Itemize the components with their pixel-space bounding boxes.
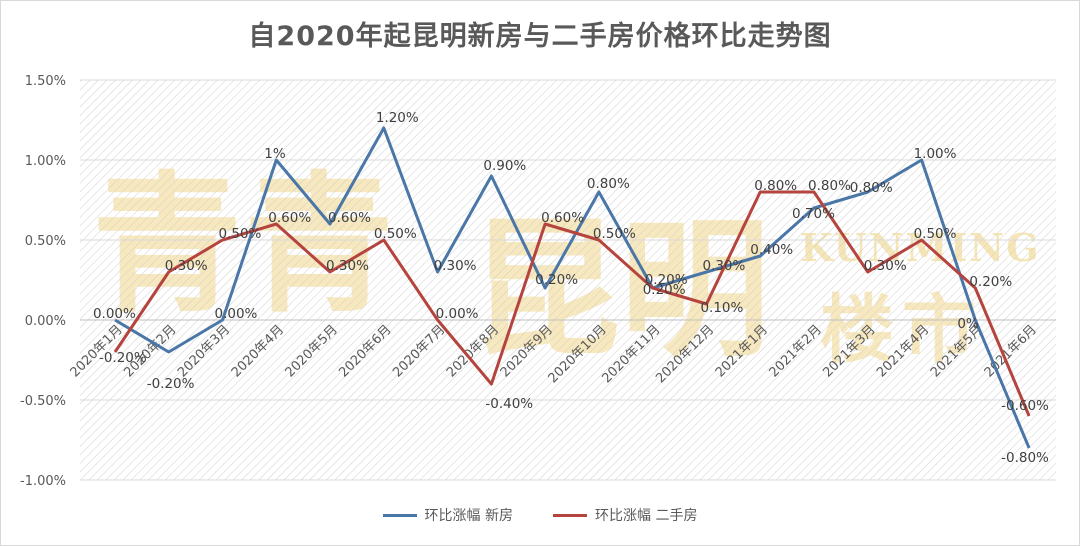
legend-item-new-house[interactable]: 环比涨幅 新房 — [382, 505, 513, 525]
legend-swatch-new-house — [382, 513, 417, 517]
data-label: 0.30% — [434, 258, 477, 274]
legend-label-new-house: 环比涨幅 新房 — [424, 508, 513, 524]
data-label: 0.10% — [700, 300, 743, 316]
data-label: 0.30% — [326, 258, 369, 274]
y-tick-label: -0.50% — [20, 394, 66, 409]
data-label: 0.80% — [754, 178, 797, 194]
data-label: 0.50% — [593, 226, 636, 242]
data-label: -0.20% — [99, 350, 147, 366]
gridlines — [80, 79, 1056, 481]
legend-swatch-second-hand — [553, 513, 587, 517]
y-tick-label: 1.00% — [25, 154, 66, 169]
chart-title: 自2020年起昆明新房与二手房价格环比走势图 — [248, 21, 832, 52]
data-label: 0.00% — [436, 306, 479, 322]
data-label: 0.50% — [914, 226, 957, 242]
data-label: 0.80% — [587, 176, 630, 192]
data-label: 0.80% — [850, 180, 893, 196]
series-lines — [113, 126, 1031, 449]
data-label: -0.60% — [1001, 398, 1049, 414]
data-label: 0.60% — [328, 210, 371, 226]
data-label: -0.40% — [485, 396, 533, 412]
data-label: 1.20% — [376, 110, 419, 126]
data-label: 0.20% — [969, 274, 1012, 290]
data-label: -0.80% — [1001, 450, 1049, 466]
data-label: 0.20% — [535, 272, 578, 288]
legend-label-second-hand: 环比涨幅 二手房 — [595, 508, 698, 524]
legend-item-second-hand[interactable]: 环比涨幅 二手房 — [553, 505, 697, 525]
plot-area — [80, 80, 1056, 480]
legend: 环比涨幅 新房 环比涨幅 二手房 — [0, 505, 1080, 525]
series-line-0 — [114, 126, 1031, 449]
data-label: 0.70% — [792, 206, 835, 222]
data-label: 0.20% — [645, 272, 688, 288]
data-label: 0.40% — [750, 242, 793, 258]
data-label: 0% — [957, 316, 979, 332]
data-label: 1.00% — [914, 146, 957, 162]
data-label: -0.20% — [147, 376, 195, 392]
data-label: 0.90% — [483, 158, 526, 174]
y-axis: 1.50% 1.00% 0.50% 0.00% -0.50% -1.00% — [20, 74, 66, 489]
series-line-1 — [113, 190, 1031, 417]
data-label: 0.50% — [374, 226, 417, 242]
data-label: 0.30% — [702, 258, 745, 274]
data-label: 0.20% — [643, 282, 686, 298]
y-tick-label: 0.50% — [25, 234, 66, 249]
y-tick-label: 1.50% — [25, 74, 66, 89]
data-label: 0.60% — [268, 210, 311, 226]
data-label: 1% — [264, 146, 286, 162]
data-label: 0.00% — [215, 306, 258, 322]
y-tick-label: -1.00% — [20, 474, 66, 489]
data-label: 0.00% — [93, 306, 136, 322]
data-label: 0.30% — [165, 258, 208, 274]
y-tick-label: 0.00% — [25, 314, 66, 329]
data-label: 0.50% — [219, 226, 262, 242]
data-label: 0.30% — [864, 258, 907, 274]
data-label: 0.80% — [808, 178, 851, 194]
data-label: 0.60% — [541, 210, 584, 226]
data-labels: 0.00% -0.20% 0.00% 1% 0.60% 1.20% 0.30% 0.90% 0.… — [93, 110, 1049, 466]
